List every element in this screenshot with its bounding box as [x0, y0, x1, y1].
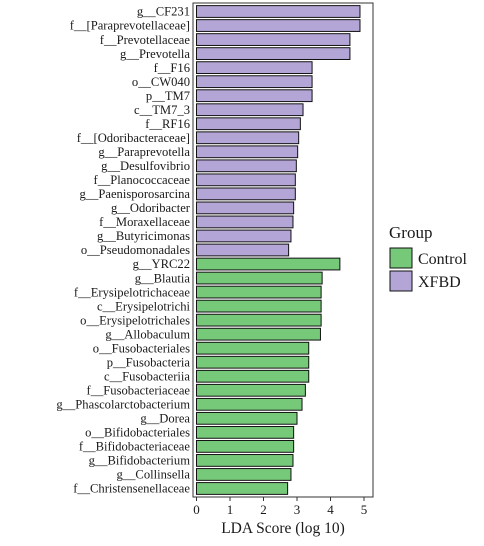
category-label-29: g__Dorea [140, 412, 190, 426]
bar-6 [196, 89, 313, 103]
category-label-16: g__Butyricimonas [97, 229, 190, 243]
category-label-23: g__Allobaculum [105, 327, 190, 341]
bar-7 [196, 103, 304, 117]
category-label-31: f__Bifidobacteriaceae [79, 440, 191, 454]
bar-20 [196, 285, 322, 299]
category-label-12: f__Planococcaceae [94, 173, 191, 187]
bar-26 [196, 369, 310, 383]
category-label-22: o__Erysipelotrichales [80, 313, 190, 327]
category-label-21: c__Erysipelotrichi [97, 299, 191, 313]
category-label-24: o__Fusobacteriales [93, 341, 190, 355]
category-label-32: g__Bifidobacterium [89, 454, 191, 468]
bar-12 [196, 173, 296, 187]
category-label-25: p__Fusobacteria [107, 355, 191, 369]
category-label-27: f__Fusobacteriaceae [87, 383, 191, 397]
bar-29 [196, 411, 298, 425]
bar-25 [196, 355, 310, 369]
category-label-13: g__Paenisporosarcina [79, 187, 190, 201]
category-labels: g__CF231f__[Paraprevotellaceae]f__Prevot… [56, 5, 190, 496]
x-axis: 0 1 2 3 4 5 [193, 497, 367, 517]
bar-10 [196, 145, 299, 159]
category-label-0: g__CF231 [137, 5, 190, 19]
category-label-30: o__Bifidobacteriales [85, 426, 190, 440]
x-tick-label-1: 1 [227, 502, 234, 517]
bar-18 [196, 257, 341, 271]
x-tick-label-2: 2 [260, 502, 267, 517]
category-label-19: g__Blautia [135, 271, 191, 285]
category-label-1: f__[Paraprevotellaceae] [70, 19, 190, 33]
legend-title: Group [389, 223, 432, 242]
category-label-26: c__Fusobacteriia [104, 369, 190, 383]
category-label-18: g__YRC22 [133, 257, 190, 271]
category-label-7: c__TM7_3 [134, 103, 190, 117]
category-label-10: g__Paraprevotella [98, 145, 190, 159]
bar-17 [196, 243, 290, 257]
x-tick-label-4: 4 [327, 502, 334, 517]
category-label-20: f__Erysipelotrichaceae [74, 285, 190, 299]
category-label-14: g__Odoribacter [111, 201, 191, 215]
category-label-6: p__TM7 [146, 89, 190, 103]
category-label-2: f__Prevotellaceae [100, 33, 191, 47]
legend-label-xfbd: XFBD [418, 274, 461, 291]
legend-key-control [389, 247, 413, 269]
category-label-33: g__Collinsella [117, 468, 191, 482]
x-axis-title: LDA Score (log 10) [221, 520, 345, 537]
bar-2 [196, 33, 351, 46]
bar-4 [196, 61, 313, 75]
bar-33 [196, 468, 292, 481]
bar-31 [196, 440, 295, 453]
bar-0 [196, 5, 361, 18]
bar-11 [196, 159, 297, 173]
bar-5 [196, 75, 313, 89]
category-label-28: g__Phascolarctobacterium [56, 398, 190, 412]
bar-32 [196, 454, 294, 467]
x-tick-label-3: 3 [294, 502, 301, 517]
bar-23 [196, 327, 321, 341]
category-label-15: f__Moraxellaceae [99, 215, 190, 229]
bar-15 [196, 215, 294, 229]
category-label-11: g__Desulfovibrio [101, 159, 190, 173]
bar-27 [196, 383, 306, 397]
bar-24 [196, 341, 310, 355]
bar-9 [196, 131, 300, 145]
legend: Group Control XFBD [389, 223, 467, 292]
bars-layer [196, 5, 361, 495]
x-tick-label-5: 5 [361, 502, 368, 517]
category-label-8: f__RF16 [145, 117, 190, 131]
bar-19 [196, 271, 323, 285]
x-tick-label-0: 0 [193, 502, 200, 517]
bar-34 [196, 482, 289, 495]
category-label-34: f__Christensenellaceae [73, 482, 190, 496]
bar-28 [196, 397, 303, 411]
category-label-4: f__F16 [154, 61, 190, 75]
category-label-5: o__CW040 [132, 75, 190, 89]
bar-3 [196, 47, 351, 60]
bar-1 [196, 19, 361, 32]
legend-label-control: Control [418, 251, 467, 268]
bar-13 [196, 187, 296, 201]
bar-14 [196, 201, 295, 215]
category-label-17: o__Pseudomonadales [81, 243, 190, 257]
category-label-9: f__[Odoribacteraceae] [77, 131, 190, 145]
bar-22 [196, 313, 322, 327]
legend-key-xfbd [389, 270, 413, 292]
bar-30 [196, 425, 295, 439]
bar-16 [196, 229, 292, 243]
bar-8 [196, 117, 301, 131]
bar-21 [196, 299, 322, 313]
category-label-3: g__Prevotella [120, 47, 190, 61]
